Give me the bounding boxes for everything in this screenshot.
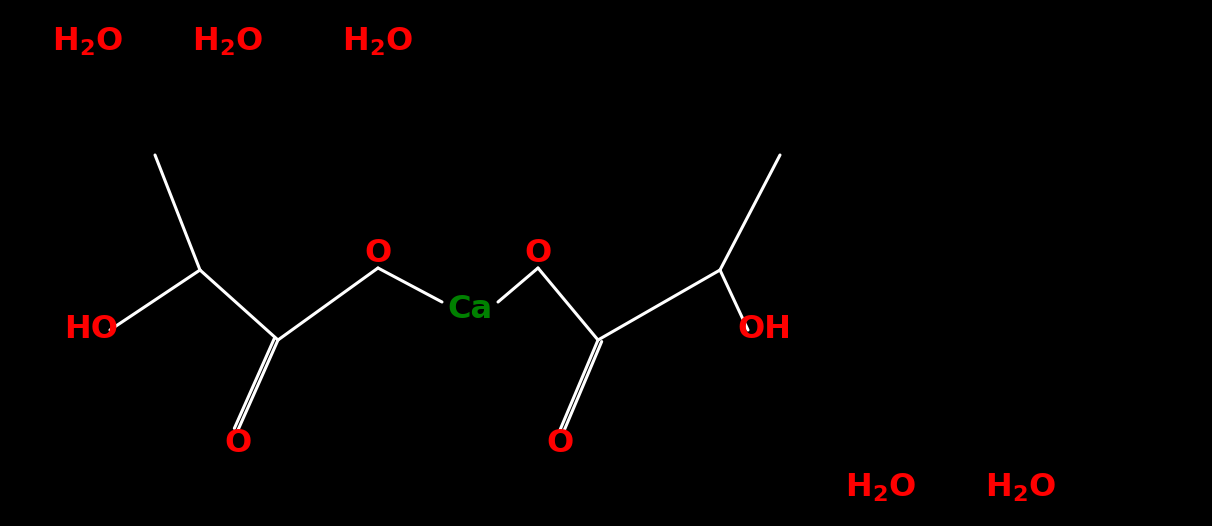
Text: $\mathregular{H_2O}$: $\mathregular{H_2O}$ (342, 26, 413, 58)
Text: Ca: Ca (447, 295, 492, 326)
Text: O: O (547, 429, 573, 460)
Text: $\mathregular{H_2O}$: $\mathregular{H_2O}$ (845, 472, 916, 504)
Text: $\mathregular{H_2O}$: $\mathregular{H_2O}$ (985, 472, 1056, 504)
Text: O: O (365, 238, 391, 269)
Text: O: O (525, 238, 551, 269)
Text: HO: HO (64, 315, 118, 346)
Text: $\mathregular{H_2O}$: $\mathregular{H_2O}$ (191, 26, 263, 58)
Text: OH: OH (737, 315, 791, 346)
Text: $\mathregular{H_2O}$: $\mathregular{H_2O}$ (52, 26, 124, 58)
Text: O: O (224, 429, 252, 460)
